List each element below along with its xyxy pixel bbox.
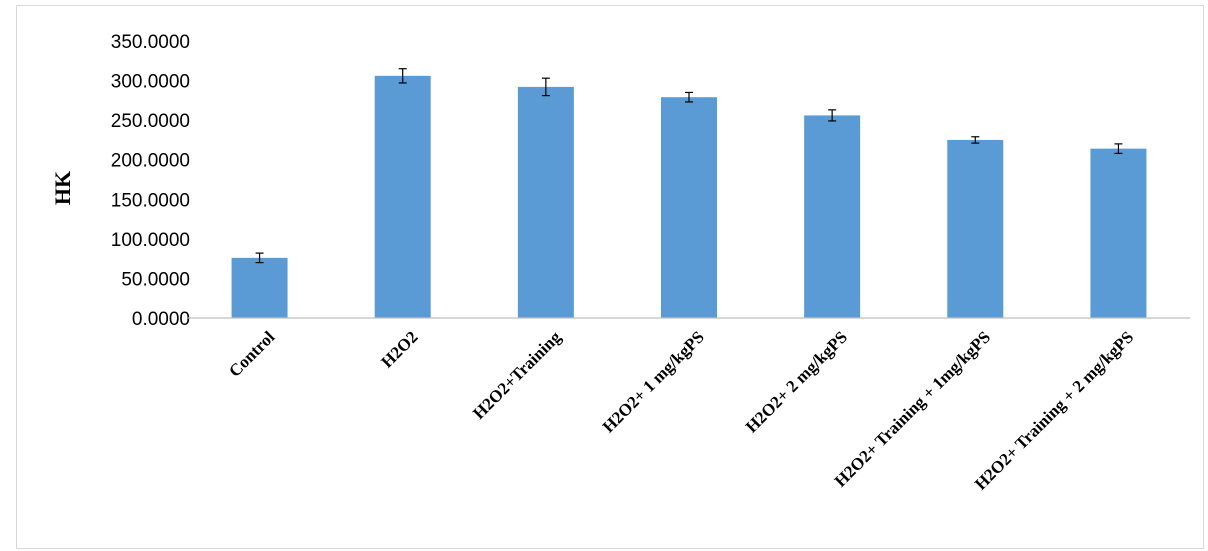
y-tick-label: 300.0000 bbox=[111, 72, 190, 93]
x-tick-label: Control bbox=[225, 327, 278, 380]
bar bbox=[1090, 148, 1147, 318]
y-tick-label: 0.0000 bbox=[132, 309, 190, 330]
error-bar bbox=[828, 109, 837, 122]
chart-frame bbox=[16, 5, 1204, 549]
y-tick-label: 100.0000 bbox=[111, 230, 190, 251]
y-tick-label: 50.0000 bbox=[121, 269, 190, 290]
bar bbox=[804, 115, 861, 318]
error-bar bbox=[541, 77, 550, 97]
x-tick-label: H2O2+ Training + 1mg/kgPS bbox=[831, 327, 994, 490]
bar bbox=[374, 75, 431, 318]
x-tick-label: H2O2+Training bbox=[469, 327, 565, 423]
y-tick-label: 200.0000 bbox=[111, 151, 190, 172]
error-bar bbox=[255, 252, 264, 264]
x-tick-label: H2O2+ Training + 2 mg/kgPS bbox=[971, 327, 1137, 493]
error-bar bbox=[971, 136, 980, 144]
x-tick-label: H2O2+ 2 mg/kgPS bbox=[742, 327, 851, 436]
error-bar bbox=[398, 68, 407, 84]
bar bbox=[661, 97, 717, 318]
x-tick-label: H2O2+ 1 mg/kgPS bbox=[599, 327, 708, 436]
bar bbox=[231, 257, 288, 318]
error-bar bbox=[1114, 143, 1123, 154]
error-bar bbox=[685, 91, 693, 103]
y-axis-label: HK bbox=[50, 171, 75, 205]
y-tick-label: 350.0000 bbox=[111, 32, 190, 53]
bar bbox=[947, 139, 1004, 318]
bar bbox=[517, 86, 574, 318]
y-tick-label: 150.0000 bbox=[111, 190, 190, 211]
y-tick-label: 250.0000 bbox=[111, 111, 190, 132]
x-tick-label: H2O2 bbox=[377, 327, 421, 371]
